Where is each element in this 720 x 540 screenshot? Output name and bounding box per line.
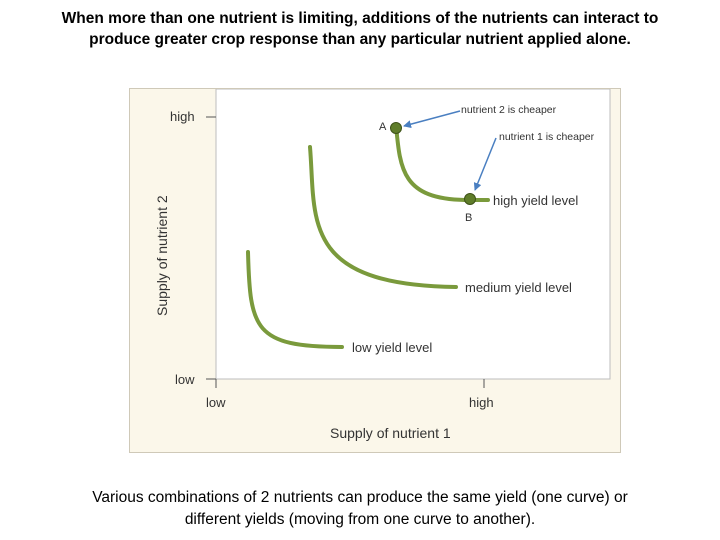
- point-a-label: A: [379, 121, 387, 133]
- plot-area: [215, 89, 611, 380]
- medium-yield-curve: [308, 145, 458, 289]
- point-b-label: B: [465, 212, 472, 224]
- y-tick-low-label: low: [175, 372, 195, 387]
- caption-line-1: Various combinations of 2 nutrients can …: [92, 489, 628, 506]
- diagram-canvas: high low low high Supply of nutrient 2 S…: [154, 89, 611, 441]
- point-a-marker: [390, 122, 402, 134]
- medium-yield-label: medium yield level: [465, 280, 572, 295]
- low-yield-label: low yield level: [352, 340, 432, 355]
- point-b-marker: [464, 193, 476, 205]
- high-yield-label: high yield level: [493, 193, 578, 208]
- x-axis-label: Supply of nutrient 1: [330, 425, 451, 441]
- x-tick-high-label: high: [469, 395, 494, 410]
- slide-caption: Various combinations of 2 nutrients can …: [10, 487, 710, 531]
- x-tick-low-label: low: [206, 395, 226, 410]
- arrow-to-point-a: [403, 110, 461, 129]
- title-line-2: produce greater crop response than any p…: [89, 31, 631, 48]
- annotation-nutrient-2-cheaper: nutrient 2 is cheaper: [461, 104, 557, 116]
- slide-title: When more than one nutrient is limiting,…: [6, 8, 714, 50]
- isoquant-diagram: high low low high Supply of nutrient 2 S…: [129, 88, 621, 453]
- arrow-to-point-b: [473, 137, 497, 191]
- title-line-1: When more than one nutrient is limiting,…: [61, 10, 659, 27]
- y-axis-label: Supply of nutrient 2: [154, 195, 170, 316]
- high-yield-curve: [394, 123, 467, 202]
- y-tick-high-label: high: [170, 109, 195, 124]
- low-yield-curve: [246, 250, 344, 349]
- annotation-nutrient-1-cheaper: nutrient 1 is cheaper: [499, 131, 595, 143]
- caption-line-2: different yields (moving from one curve …: [184, 511, 536, 528]
